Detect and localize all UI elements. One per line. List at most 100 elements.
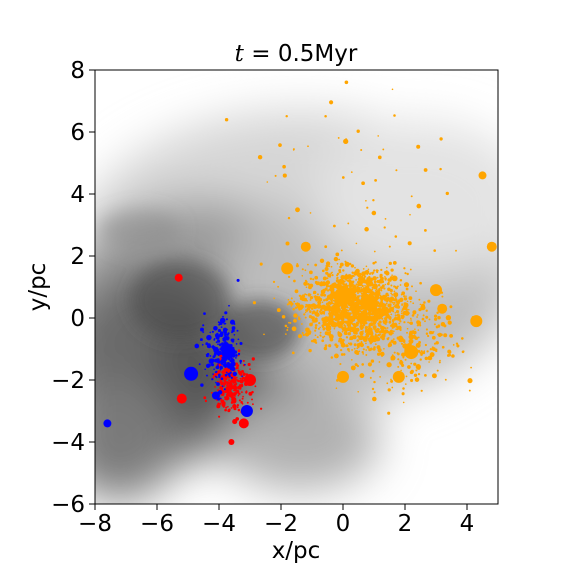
star-point (228, 394, 233, 398)
star-point (380, 325, 385, 331)
massive-star-point (281, 262, 294, 275)
star-point (314, 317, 318, 321)
star-point (376, 291, 381, 295)
x-tick-label: −6 (140, 511, 174, 537)
star-point (241, 377, 244, 380)
star-point (303, 313, 306, 316)
star-point (214, 386, 216, 388)
star-point (223, 336, 226, 339)
star-point (355, 242, 358, 245)
star-point (209, 331, 212, 334)
star-point (405, 308, 408, 312)
star-point (414, 377, 420, 382)
star-point (372, 347, 376, 351)
star-point (415, 290, 417, 293)
star-point (323, 293, 327, 297)
star-point (223, 388, 226, 391)
star-point (384, 307, 389, 312)
star-point (406, 327, 409, 330)
star-point (350, 315, 353, 318)
star-point (312, 310, 315, 313)
star-point (353, 323, 356, 326)
star-point (282, 173, 287, 178)
star-point (241, 375, 243, 378)
star-point (370, 339, 373, 342)
star-point (214, 359, 217, 362)
star-point (309, 322, 313, 327)
star-point (236, 278, 240, 282)
star-point (365, 199, 367, 202)
star-point (413, 362, 417, 366)
star-point (410, 195, 413, 198)
star-point (447, 349, 452, 354)
star-point (337, 332, 343, 338)
star-point (274, 174, 277, 177)
star-point (396, 314, 399, 317)
star-point (292, 148, 295, 151)
star-point (221, 356, 224, 359)
star-point (380, 304, 383, 306)
star-point (376, 352, 381, 356)
star-point (345, 330, 348, 334)
star-point (362, 268, 365, 270)
star-point (418, 298, 421, 301)
star-point (386, 297, 390, 302)
star-point (400, 293, 403, 296)
star-point (386, 382, 389, 385)
star-point (385, 266, 388, 269)
star-point (305, 327, 310, 333)
star-point (445, 191, 449, 196)
star-point (387, 411, 391, 415)
star-point (371, 272, 374, 275)
star-point (331, 308, 334, 310)
y-tick-label: −2 (51, 368, 85, 394)
star-point (403, 282, 410, 288)
star-point (237, 338, 240, 341)
star-point (381, 310, 385, 315)
star-point (338, 310, 341, 314)
star-point (324, 114, 327, 118)
star-point (372, 325, 377, 330)
star-point (325, 298, 329, 302)
star-point (324, 344, 328, 348)
star-point (236, 406, 239, 409)
star-point (400, 312, 403, 315)
star-point (232, 419, 238, 425)
star-point (452, 344, 455, 346)
star-point (399, 328, 402, 332)
star-point (399, 284, 402, 286)
star-point (308, 285, 312, 290)
star-point (461, 350, 465, 354)
star-point (240, 401, 243, 404)
star-point (314, 323, 318, 327)
star-point (251, 357, 255, 361)
star-point (225, 318, 228, 321)
star-point (330, 272, 333, 275)
star-point (407, 321, 409, 324)
star-point (309, 295, 314, 300)
star-point (347, 319, 350, 322)
star-point (365, 314, 368, 318)
star-point (314, 263, 318, 267)
star-point (287, 216, 291, 220)
star-point (440, 333, 443, 337)
star-point (356, 347, 359, 350)
x-tick-label: 0 (336, 511, 351, 537)
star-point (365, 349, 368, 351)
star-point (384, 308, 387, 311)
star-point (251, 398, 253, 401)
star-point (408, 312, 410, 314)
star-point (348, 312, 351, 315)
star-point (242, 372, 246, 376)
star-point (361, 288, 365, 292)
star-point (327, 273, 332, 278)
star-point (212, 355, 216, 359)
star-point (298, 316, 300, 318)
star-point (331, 305, 335, 308)
star-point (217, 329, 221, 333)
star-point (349, 323, 351, 326)
star-point (443, 333, 448, 338)
star-point (363, 281, 367, 284)
star-point (301, 297, 306, 302)
star-point (378, 320, 382, 324)
